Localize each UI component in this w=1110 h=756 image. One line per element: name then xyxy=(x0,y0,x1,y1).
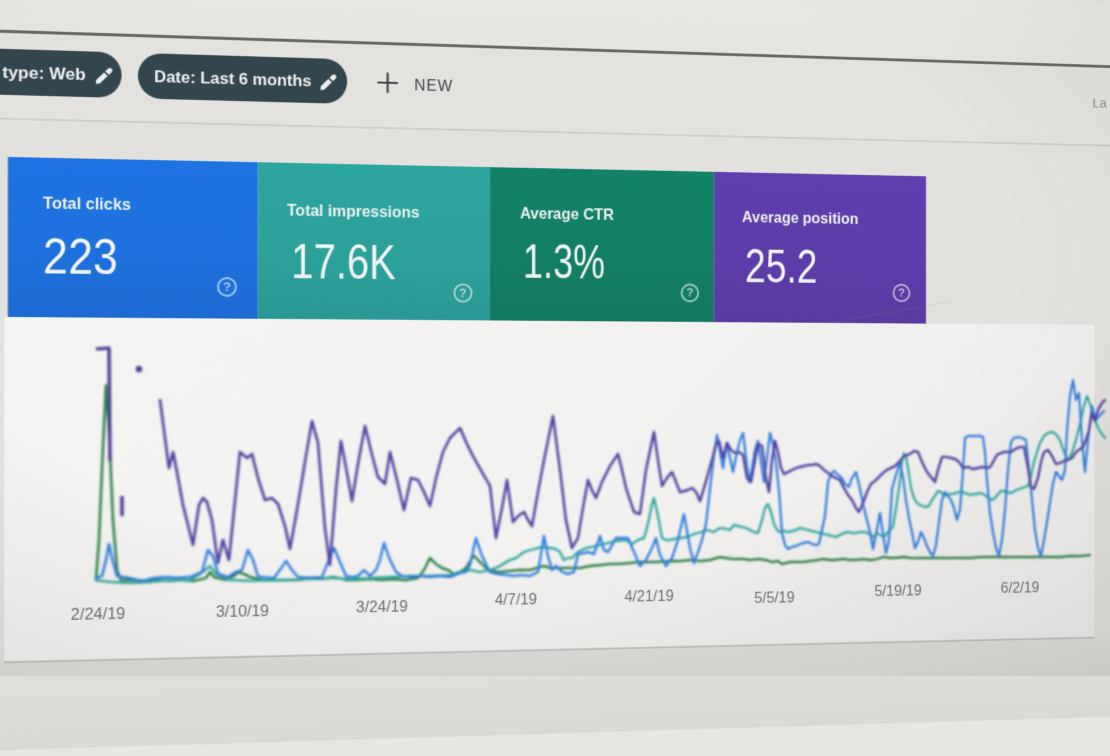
svg-text:6/2/19: 6/2/19 xyxy=(1001,580,1039,597)
svg-text:3/24/19: 3/24/19 xyxy=(356,598,408,616)
svg-text:4/7/19: 4/7/19 xyxy=(495,591,537,609)
svg-text:2/24/19: 2/24/19 xyxy=(71,605,126,624)
svg-text:NEW: NEW xyxy=(414,77,453,95)
svg-text:La: La xyxy=(1092,96,1107,111)
svg-text:3/10/19: 3/10/19 xyxy=(216,602,269,620)
svg-text:5/19/19: 5/19/19 xyxy=(874,583,921,600)
svg-text:?: ? xyxy=(898,286,905,300)
svg-text:?: ? xyxy=(459,285,467,299)
svg-text:?: ? xyxy=(686,286,693,300)
svg-text:5/5/19: 5/5/19 xyxy=(754,589,794,606)
svg-text:?: ? xyxy=(223,279,231,293)
svg-text:type: Web: type: Web xyxy=(2,62,85,84)
svg-text:4/21/19: 4/21/19 xyxy=(624,588,673,606)
